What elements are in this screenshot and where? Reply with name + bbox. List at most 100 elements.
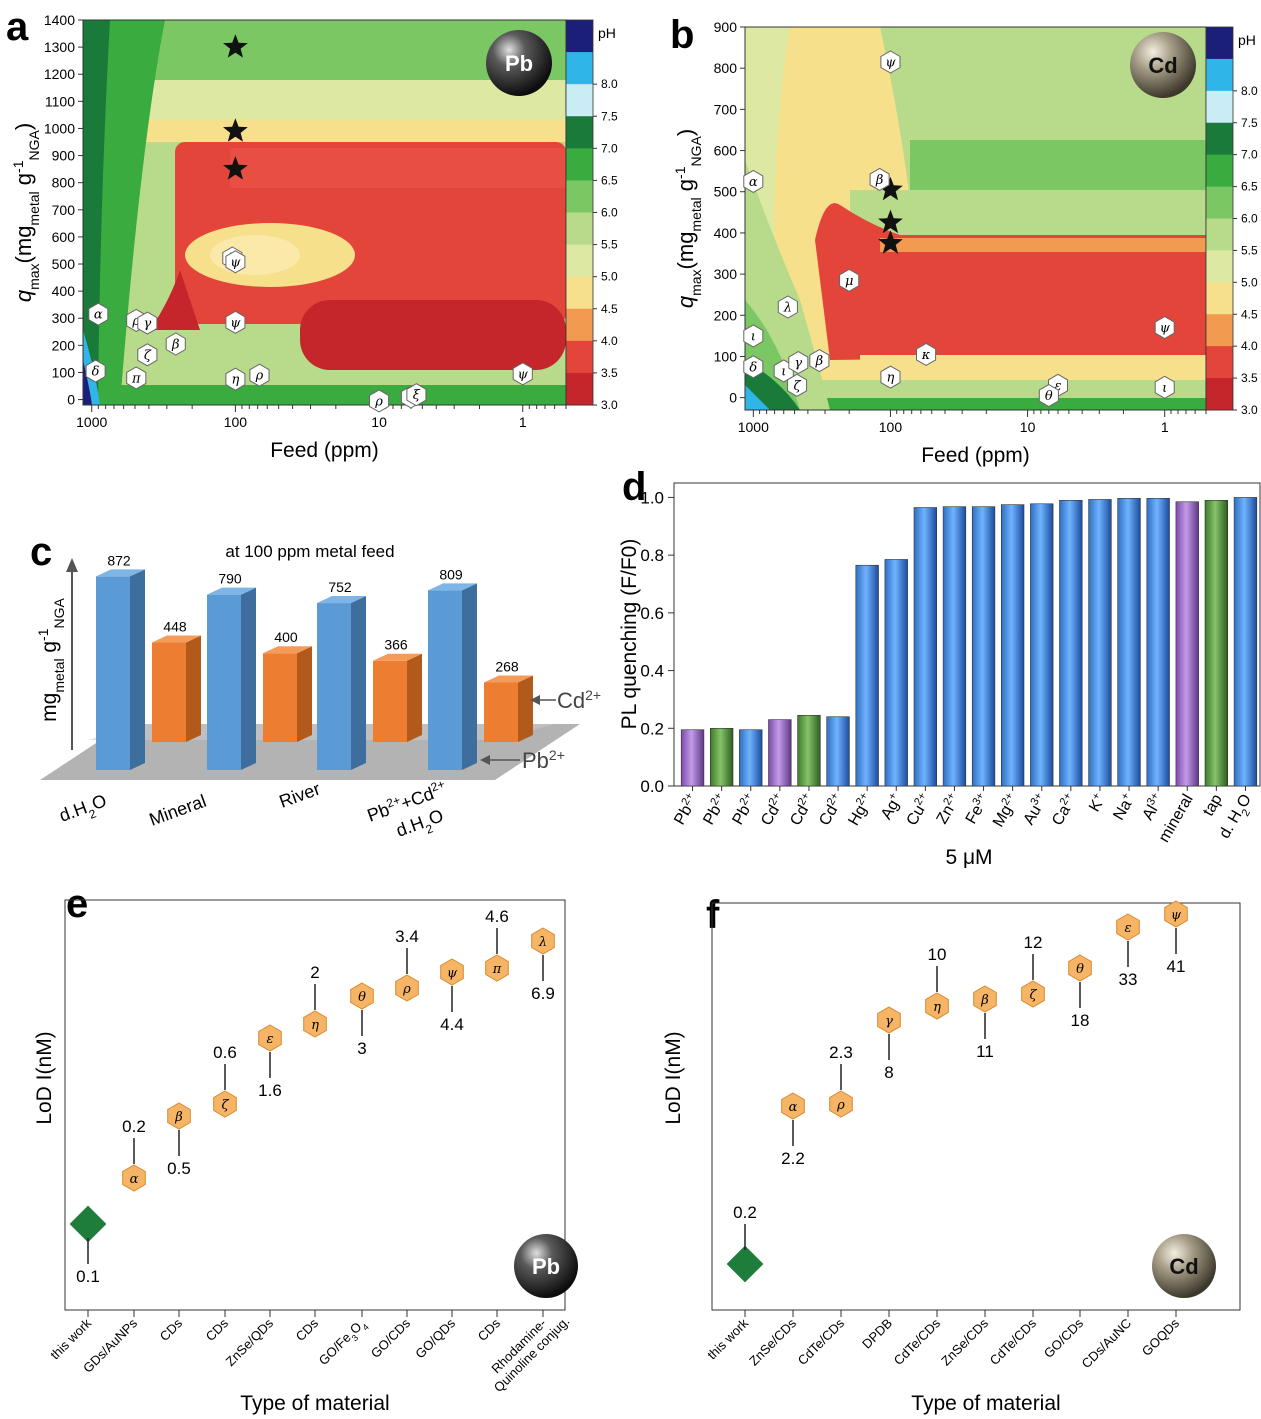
- lod-value-label: 11: [976, 1042, 994, 1061]
- colorbar-segment: [566, 308, 593, 342]
- bar-cd: [263, 646, 312, 742]
- hex-marker: [869, 167, 890, 191]
- category-label: this work: [47, 1315, 94, 1362]
- colorbar-segment: [1206, 58, 1233, 92]
- bar-cd: [152, 635, 201, 742]
- ytick-label: 200: [714, 307, 738, 323]
- bar-value-label: 809: [439, 566, 463, 582]
- xtick-label: Hg2+: [844, 791, 877, 829]
- hex-marker: [880, 50, 901, 74]
- colorbar-tick: 6.5: [1241, 180, 1258, 194]
- lod-value-label: 2: [310, 963, 319, 982]
- hex-point-symbol: ψ: [1171, 908, 1182, 923]
- hex-point: [1116, 913, 1140, 941]
- bar: [1059, 500, 1083, 787]
- category-label: River: [277, 779, 323, 812]
- hex-marker: [743, 324, 764, 348]
- lod-value-label: 12: [1024, 933, 1043, 952]
- bar-pb: [207, 587, 256, 770]
- hex-marker-label: β: [171, 337, 180, 352]
- hex-marker-label: β: [815, 354, 824, 369]
- lod-value-label: 18: [1071, 1011, 1090, 1030]
- xtick-label: 1: [519, 414, 527, 430]
- panel-d: d 0.00.20.40.60.81.0Pb2+Pb2+Pb2+Cd2+Cd2+…: [618, 465, 1261, 869]
- colorbar-segment: [566, 276, 593, 310]
- lod-value-label: 4.6: [485, 907, 509, 926]
- category-label: GOQDs: [1139, 1315, 1183, 1359]
- hex-point-symbol: η: [933, 1000, 941, 1015]
- bar-cd: [373, 653, 422, 742]
- xtick-label: 100: [224, 414, 248, 430]
- panel-c-legend-cd: Cd2+: [530, 687, 601, 713]
- hex-marker: [85, 359, 106, 383]
- bar-pb: [96, 569, 145, 770]
- lod-value-label: 2.2: [781, 1149, 805, 1168]
- category-label: GO/Fe3O4: [316, 1316, 371, 1371]
- panel-c-bars: 872 790 752 809 448 400 366 268: [96, 552, 533, 770]
- colorbar-tick: 5.0: [1241, 275, 1258, 289]
- colorbar-segment: [566, 372, 593, 406]
- colorbar-title: pH: [598, 25, 616, 41]
- hex-point-symbol: θ: [358, 990, 366, 1005]
- hex-point-symbol: ζ: [1029, 988, 1037, 1003]
- hex-marker-label: κ: [921, 348, 931, 363]
- bar: [971, 506, 996, 787]
- panel-e-xlabel: Type of material: [240, 1392, 389, 1415]
- bar-value-label: 400: [274, 629, 298, 645]
- colorbar-segment: [1206, 250, 1233, 283]
- hex-marker-label: ψ: [230, 255, 241, 270]
- colorbar-tick: 5.5: [1241, 243, 1258, 257]
- ytick-label: 900: [714, 19, 738, 35]
- xtick-label: 1000: [738, 419, 769, 435]
- ytick-label: 0.2: [640, 719, 664, 738]
- lod-value-label: 3: [357, 1039, 366, 1058]
- category-label: CdTe/CDs: [987, 1315, 1040, 1368]
- ytick-label: 400: [714, 225, 738, 241]
- hex-marker: [165, 332, 186, 356]
- axes-b: 0 100 200 300 400 500 600 700 800 900 1000 100 10 1 Fe…: [672, 19, 1207, 467]
- bar-value-label: 790: [218, 571, 242, 587]
- xlabel: Feed (ppm): [270, 439, 379, 462]
- colorbar-segment: [1206, 154, 1233, 188]
- colorbar-tick: 6.0: [601, 206, 618, 220]
- hex-marker-label: π: [131, 371, 141, 386]
- hex-point: [350, 982, 374, 1010]
- colorbar-title: pH: [1238, 32, 1256, 48]
- hex-point: [829, 1090, 853, 1118]
- ytick-label: 0.8: [640, 546, 664, 565]
- star-marker: [223, 118, 248, 142]
- ytick-label: 1200: [44, 66, 75, 82]
- bar: [826, 716, 850, 787]
- panel-c-ylabel: mgmetal g-1NGA: [35, 597, 67, 721]
- xtick-label: Pb2+: [728, 791, 761, 828]
- colorbar-b: pH 8.0 7.5 7.0 6.5 6.0 5.5 5.0 4.5 4.0 3.5 3.0: [1205, 26, 1258, 417]
- bar-value-label: 872: [107, 552, 131, 568]
- colorbar-segment: [566, 180, 593, 213]
- hex-point: [395, 974, 419, 1002]
- lod-value-label: 4.4: [440, 1015, 464, 1034]
- sphere-label-pb-e: Pb: [532, 1254, 560, 1279]
- star-marker: [878, 230, 903, 254]
- category-label: ZnSe/QDs: [223, 1315, 277, 1369]
- panel-label-c: c: [30, 530, 52, 574]
- colorbar-tick: 4.5: [601, 302, 618, 316]
- bar: [797, 714, 821, 787]
- hex-marker: [880, 365, 901, 389]
- colorbar-tick: 4.5: [1241, 307, 1258, 321]
- this-work-diamond: [726, 1245, 764, 1283]
- hex-marker-label: ζ: [794, 379, 802, 394]
- panel-e-points: 0.1 α 0.2 β 0.5 ζ 0.6 ε 1.6 η 2 θ 3 ρ 3.4 ψ 4.4 π 4.6 λ 6.9: [69, 907, 555, 1286]
- hex-point-symbol: α: [789, 1100, 798, 1115]
- sphere-label-cd-f: Cd: [1169, 1254, 1198, 1279]
- hex-marker: [743, 355, 764, 379]
- hex-marker-label: ψ: [518, 367, 529, 382]
- xtick-label: Pb2+: [699, 791, 732, 828]
- category-label: CDs: [293, 1315, 322, 1344]
- panel-e: e 0.1 α 0.2 β 0.5 ζ 0.6 ε 1.6 η 2 θ 3 ρ 3.4 ψ 4.4 π 4.6 λ 6.…: [33, 882, 578, 1415]
- xtick-label: Pb2+: [669, 791, 702, 828]
- panel-label-e: e: [66, 882, 88, 926]
- xtick-label: Fe3+: [961, 791, 993, 828]
- colorbar-segment: [566, 116, 593, 149]
